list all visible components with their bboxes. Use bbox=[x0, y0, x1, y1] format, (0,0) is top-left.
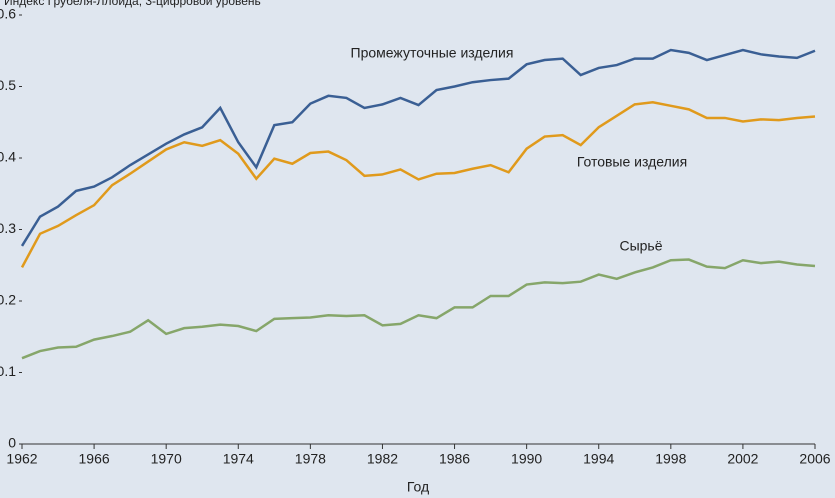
x-axis-label: Год bbox=[407, 479, 429, 495]
y-tick-label: 0.1 bbox=[0, 363, 16, 379]
y-tick-label: 0.6 bbox=[0, 6, 16, 22]
y-tick-label: 0 bbox=[8, 435, 16, 451]
x-tick-label: 1970 bbox=[151, 451, 182, 467]
x-tick-label: 1966 bbox=[79, 451, 110, 467]
x-tick-label: 1962 bbox=[6, 451, 37, 467]
x-tick-label: 1978 bbox=[295, 451, 326, 467]
series-line bbox=[21, 258, 816, 360]
x-tick-label: 2006 bbox=[799, 451, 830, 467]
y-tick-label: 0.3 bbox=[0, 220, 16, 236]
series-label: Промежуточные изделия bbox=[351, 45, 514, 61]
y-tick-label: 0.5 bbox=[0, 77, 16, 93]
series-label: Готовые изделия bbox=[577, 154, 687, 170]
x-tick-label: 1974 bbox=[223, 451, 254, 467]
x-tick-label: 1994 bbox=[583, 451, 614, 467]
series-label: Сырьё bbox=[619, 238, 662, 254]
y-axis-label: Индекс Грубеля-Ллойда, 3-цифровой уровен… bbox=[4, 0, 261, 8]
x-tick-label: 1986 bbox=[439, 451, 470, 467]
x-tick-label: 1990 bbox=[511, 451, 542, 467]
x-tick-label: 1982 bbox=[367, 451, 398, 467]
series-line bbox=[20, 100, 816, 268]
x-tick-label: 1998 bbox=[655, 451, 686, 467]
series-line bbox=[20, 48, 816, 247]
y-tick-label: 0.4 bbox=[0, 149, 16, 165]
x-tick-label: 2002 bbox=[727, 451, 758, 467]
y-tick-label: 0.2 bbox=[0, 292, 16, 308]
